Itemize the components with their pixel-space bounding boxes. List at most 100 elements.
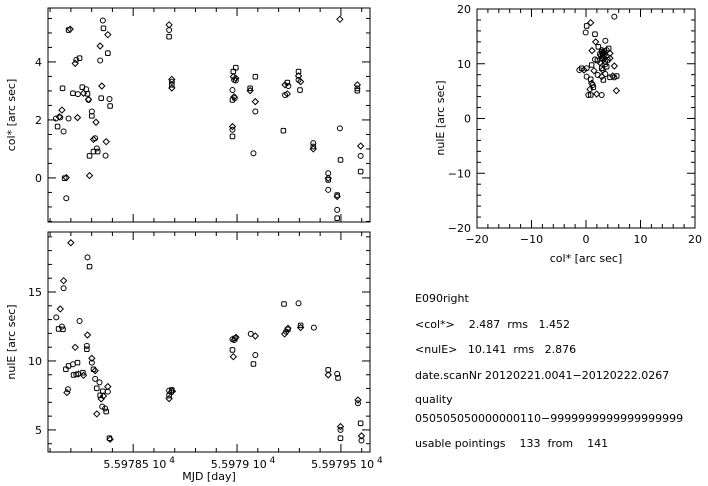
data-point [295, 300, 302, 307]
data-point [85, 171, 94, 180]
data-point [250, 361, 257, 367]
data-point [60, 285, 67, 292]
data-point [166, 33, 172, 40]
data-point [602, 37, 609, 44]
data-point [229, 87, 236, 94]
data-point [588, 46, 596, 55]
data-point [165, 21, 173, 29]
top-ylabel: col* [arc sec] [5, 79, 18, 152]
data-point [93, 145, 100, 152]
data-point [89, 135, 98, 144]
data-point [168, 84, 176, 92]
data-point [281, 301, 287, 307]
data-point [86, 153, 93, 159]
data-point [102, 152, 109, 159]
data-point [597, 51, 605, 60]
data-point [310, 324, 317, 331]
y-tick-label: 0 [35, 172, 42, 185]
y-tick-label: 2 [35, 114, 42, 127]
data-point [294, 72, 303, 80]
x-tick-label: 5.59785 10 4 [103, 456, 175, 471]
y-tick-label: 5 [35, 424, 42, 437]
data-point [337, 157, 344, 163]
data-point [232, 77, 239, 84]
data-point [324, 371, 332, 379]
info-quality-value: 050505050000000110−9999999999999999999 [415, 412, 684, 425]
data-point [85, 96, 92, 103]
data-point [325, 186, 332, 193]
data-point [591, 38, 600, 46]
data-point [357, 152, 364, 159]
data-point [285, 83, 292, 90]
data-point [606, 54, 614, 62]
data-point [79, 371, 88, 380]
data-point [73, 371, 80, 378]
data-point [334, 192, 340, 198]
data-point [582, 29, 589, 36]
data-point [67, 239, 75, 247]
y-tick-label: 0 [464, 113, 471, 126]
data-point [357, 432, 366, 440]
data-point [84, 254, 91, 261]
info-nul-mean: <nulE> 10.141 rms 2.876 [415, 343, 577, 356]
data-point [246, 86, 254, 95]
data-point [280, 330, 289, 338]
data-point [105, 50, 111, 57]
plot-frame [476, 8, 696, 229]
data-point [102, 405, 109, 412]
nule-vs-col-panel: −20 −10 0 10 20 −20 −10 0 10 20 [448, 3, 702, 246]
data-point [603, 63, 610, 70]
data-point [296, 77, 305, 86]
data-point [337, 426, 344, 433]
data-point [284, 324, 292, 332]
plot-frame [47, 7, 371, 223]
data-point [166, 27, 173, 34]
data-point [100, 25, 107, 32]
y-tick-label: 10 [457, 58, 471, 71]
data-point [62, 173, 70, 182]
data-point [280, 127, 287, 134]
data-point [232, 74, 240, 82]
data-point [76, 317, 83, 324]
data-point [590, 66, 598, 75]
data-point [605, 45, 612, 52]
data-point [88, 359, 95, 366]
data-point [92, 375, 99, 382]
data-point [70, 90, 76, 97]
data-point [63, 195, 70, 202]
data-point [247, 85, 253, 92]
data-point [356, 142, 365, 150]
data-point [597, 54, 605, 62]
x-tick-label: 10 [634, 233, 648, 246]
data-point [336, 125, 343, 132]
right-ylabel: nulE [arc sec] [434, 80, 447, 155]
data-point [252, 108, 259, 115]
data-point [284, 79, 291, 86]
data-point [232, 333, 240, 342]
data-point [250, 150, 257, 157]
info-usable-pointings: usable pointings 133 from 141 [415, 437, 609, 450]
data-point [583, 23, 590, 29]
data-point [613, 73, 620, 79]
data-point [334, 370, 341, 377]
data-point [610, 62, 619, 70]
data-point [94, 385, 100, 392]
data-point [104, 388, 111, 395]
data-point [92, 135, 99, 142]
data-point [247, 330, 254, 337]
info-date-scan: date.scanNr 20120221.0041−20120222.0267 [415, 369, 670, 382]
x-tick-label: 5.59795 10 4 [311, 456, 383, 471]
plot-frame [47, 231, 371, 453]
bottom-ylabel: nulE [arc sec] [5, 304, 18, 379]
data-point [354, 400, 361, 407]
y-tick-label: 20 [457, 3, 471, 16]
data-point [580, 66, 588, 74]
data-point [96, 379, 103, 386]
data-point [229, 133, 236, 140]
data-point [104, 382, 112, 391]
data-point [76, 55, 83, 61]
data-point [74, 359, 81, 366]
data-point [107, 103, 113, 109]
data-point [86, 263, 93, 270]
